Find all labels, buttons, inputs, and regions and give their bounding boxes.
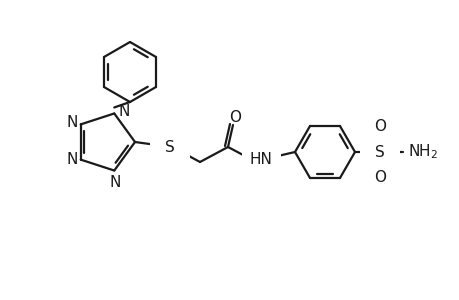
Text: S: S [165,140,174,154]
Text: N: N [118,104,129,119]
Text: N: N [109,175,121,190]
Text: NH$_2$: NH$_2$ [407,143,437,161]
Text: N: N [66,115,78,130]
Text: O: O [229,110,241,124]
Text: S: S [374,145,384,160]
Text: N: N [66,152,78,167]
Text: O: O [373,118,385,134]
Text: HN: HN [249,152,272,166]
Text: O: O [373,170,385,185]
